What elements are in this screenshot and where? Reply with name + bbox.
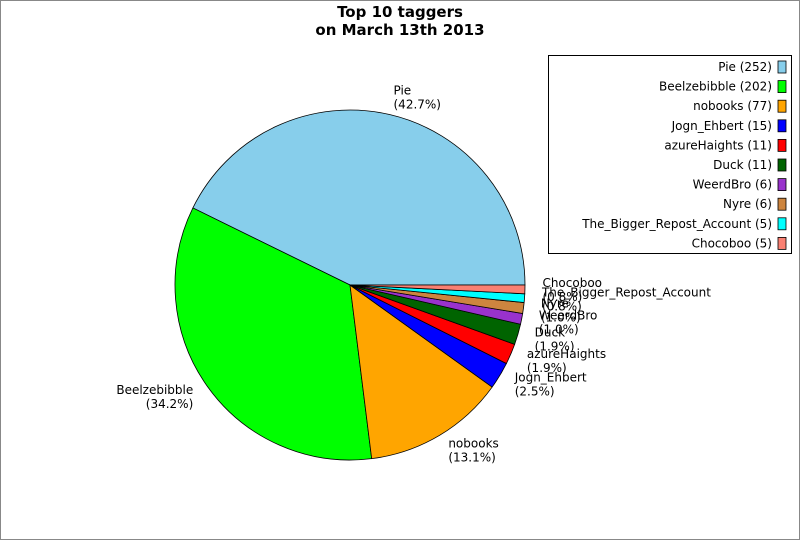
legend-label: Nyre (6) (723, 197, 772, 211)
pie-slice (349, 284, 493, 460)
slice-value-label: (1.0%) (541, 310, 581, 324)
slice-label: nobooks (448, 436, 498, 450)
chart-title: Top 10 taggers (337, 3, 463, 21)
legend-swatch (777, 119, 787, 133)
slice-label: azureHaights (527, 347, 606, 361)
slice-value-label: (1.9%) (535, 339, 575, 353)
legend-label: Duck (11) (713, 158, 772, 172)
slice-label: Duck (535, 325, 565, 339)
legend-swatch (777, 80, 787, 93)
legend-box (548, 55, 792, 254)
chart-title: on March 13th 2013 (315, 21, 484, 39)
slice-value-label: (34.2%) (146, 397, 193, 411)
legend-swatch (777, 138, 787, 152)
legend-label: Jogn_Ehbert (15) (671, 119, 772, 133)
slice-label: Pie (394, 83, 412, 97)
legend-label: Beelzebibble (202) (659, 80, 772, 94)
legend-swatch (777, 217, 787, 231)
pie-slice (349, 284, 526, 295)
legend-swatch (777, 60, 787, 74)
slice-label: Beelzebibble (116, 383, 193, 397)
legend-swatch (777, 236, 787, 250)
legend-swatch (777, 158, 787, 172)
slice-label: WeerdBro (539, 308, 598, 322)
slice-value-label: (1.9%) (527, 361, 567, 375)
slice-value-label: (0.8%) (542, 290, 582, 304)
pie-slice (174, 207, 373, 461)
legend-label: The_Bigger_Repost_Account (5) (581, 217, 772, 231)
pie-slice (192, 109, 526, 286)
legend-label: azureHaights (11) (664, 138, 772, 152)
legend-swatch (777, 99, 787, 113)
slice-value-label: (42.7%) (394, 97, 441, 111)
slice-value-label: (2.5%) (515, 385, 555, 399)
slice-label: Nyre (541, 296, 569, 310)
legend-label: Pie (252) (718, 60, 772, 74)
legend-label: Chocoboo (5) (692, 236, 772, 250)
slice-label: The_Bigger_Repost_Account (541, 286, 711, 300)
slice-value-label: (1.0%) (539, 322, 579, 336)
slice-value-label: (13.1%) (448, 450, 495, 464)
slice-label: Chocoboo (542, 276, 602, 290)
slice-label: Jogn_Ehbert (514, 371, 587, 385)
legend-swatch (777, 178, 787, 192)
legend-label: WeerdBro (6) (693, 178, 772, 192)
legend-swatch (777, 197, 787, 211)
slice-value-label: (0.8%) (542, 300, 582, 314)
legend-label: nobooks (77) (693, 99, 772, 113)
